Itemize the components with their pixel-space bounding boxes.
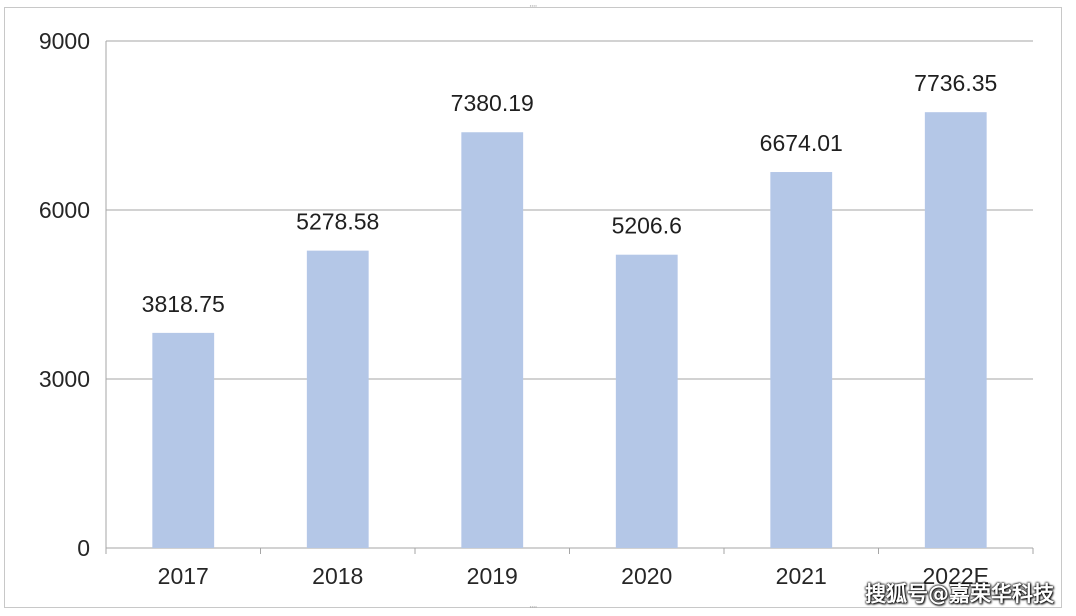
- x-tick-label: 2017: [158, 563, 209, 589]
- x-tick-label: 2020: [621, 563, 672, 589]
- data-label: 6674.01: [760, 130, 843, 156]
- bar: [924, 112, 987, 549]
- bar: [306, 250, 369, 548]
- bar: [770, 172, 833, 549]
- x-tick-label: 2022E: [922, 563, 989, 589]
- bar: [615, 254, 678, 548]
- y-tick-label: 6000: [39, 197, 90, 223]
- y-tick-label: 3000: [39, 366, 90, 392]
- resize-handle-top-icon[interactable]: ····: [529, 2, 538, 12]
- data-label: 5206.6: [612, 213, 682, 239]
- x-tick-label: 2021: [776, 563, 827, 589]
- y-tick-label: 0: [77, 535, 90, 561]
- data-label: 5278.58: [296, 209, 379, 235]
- data-label: 7736.35: [914, 70, 997, 96]
- watermark-text: 搜狐号@嘉荣华科技: [865, 582, 1054, 606]
- data-label: 7380.19: [451, 90, 534, 116]
- bar: [152, 332, 215, 548]
- data-label: 3818.75: [142, 291, 225, 317]
- x-tick-label: 2019: [467, 563, 518, 589]
- bar: [461, 132, 524, 548]
- resize-handle-bottom-icon[interactable]: ····: [529, 603, 538, 613]
- x-tick-label: 2018: [312, 563, 363, 589]
- y-tick-label: 9000: [39, 28, 90, 54]
